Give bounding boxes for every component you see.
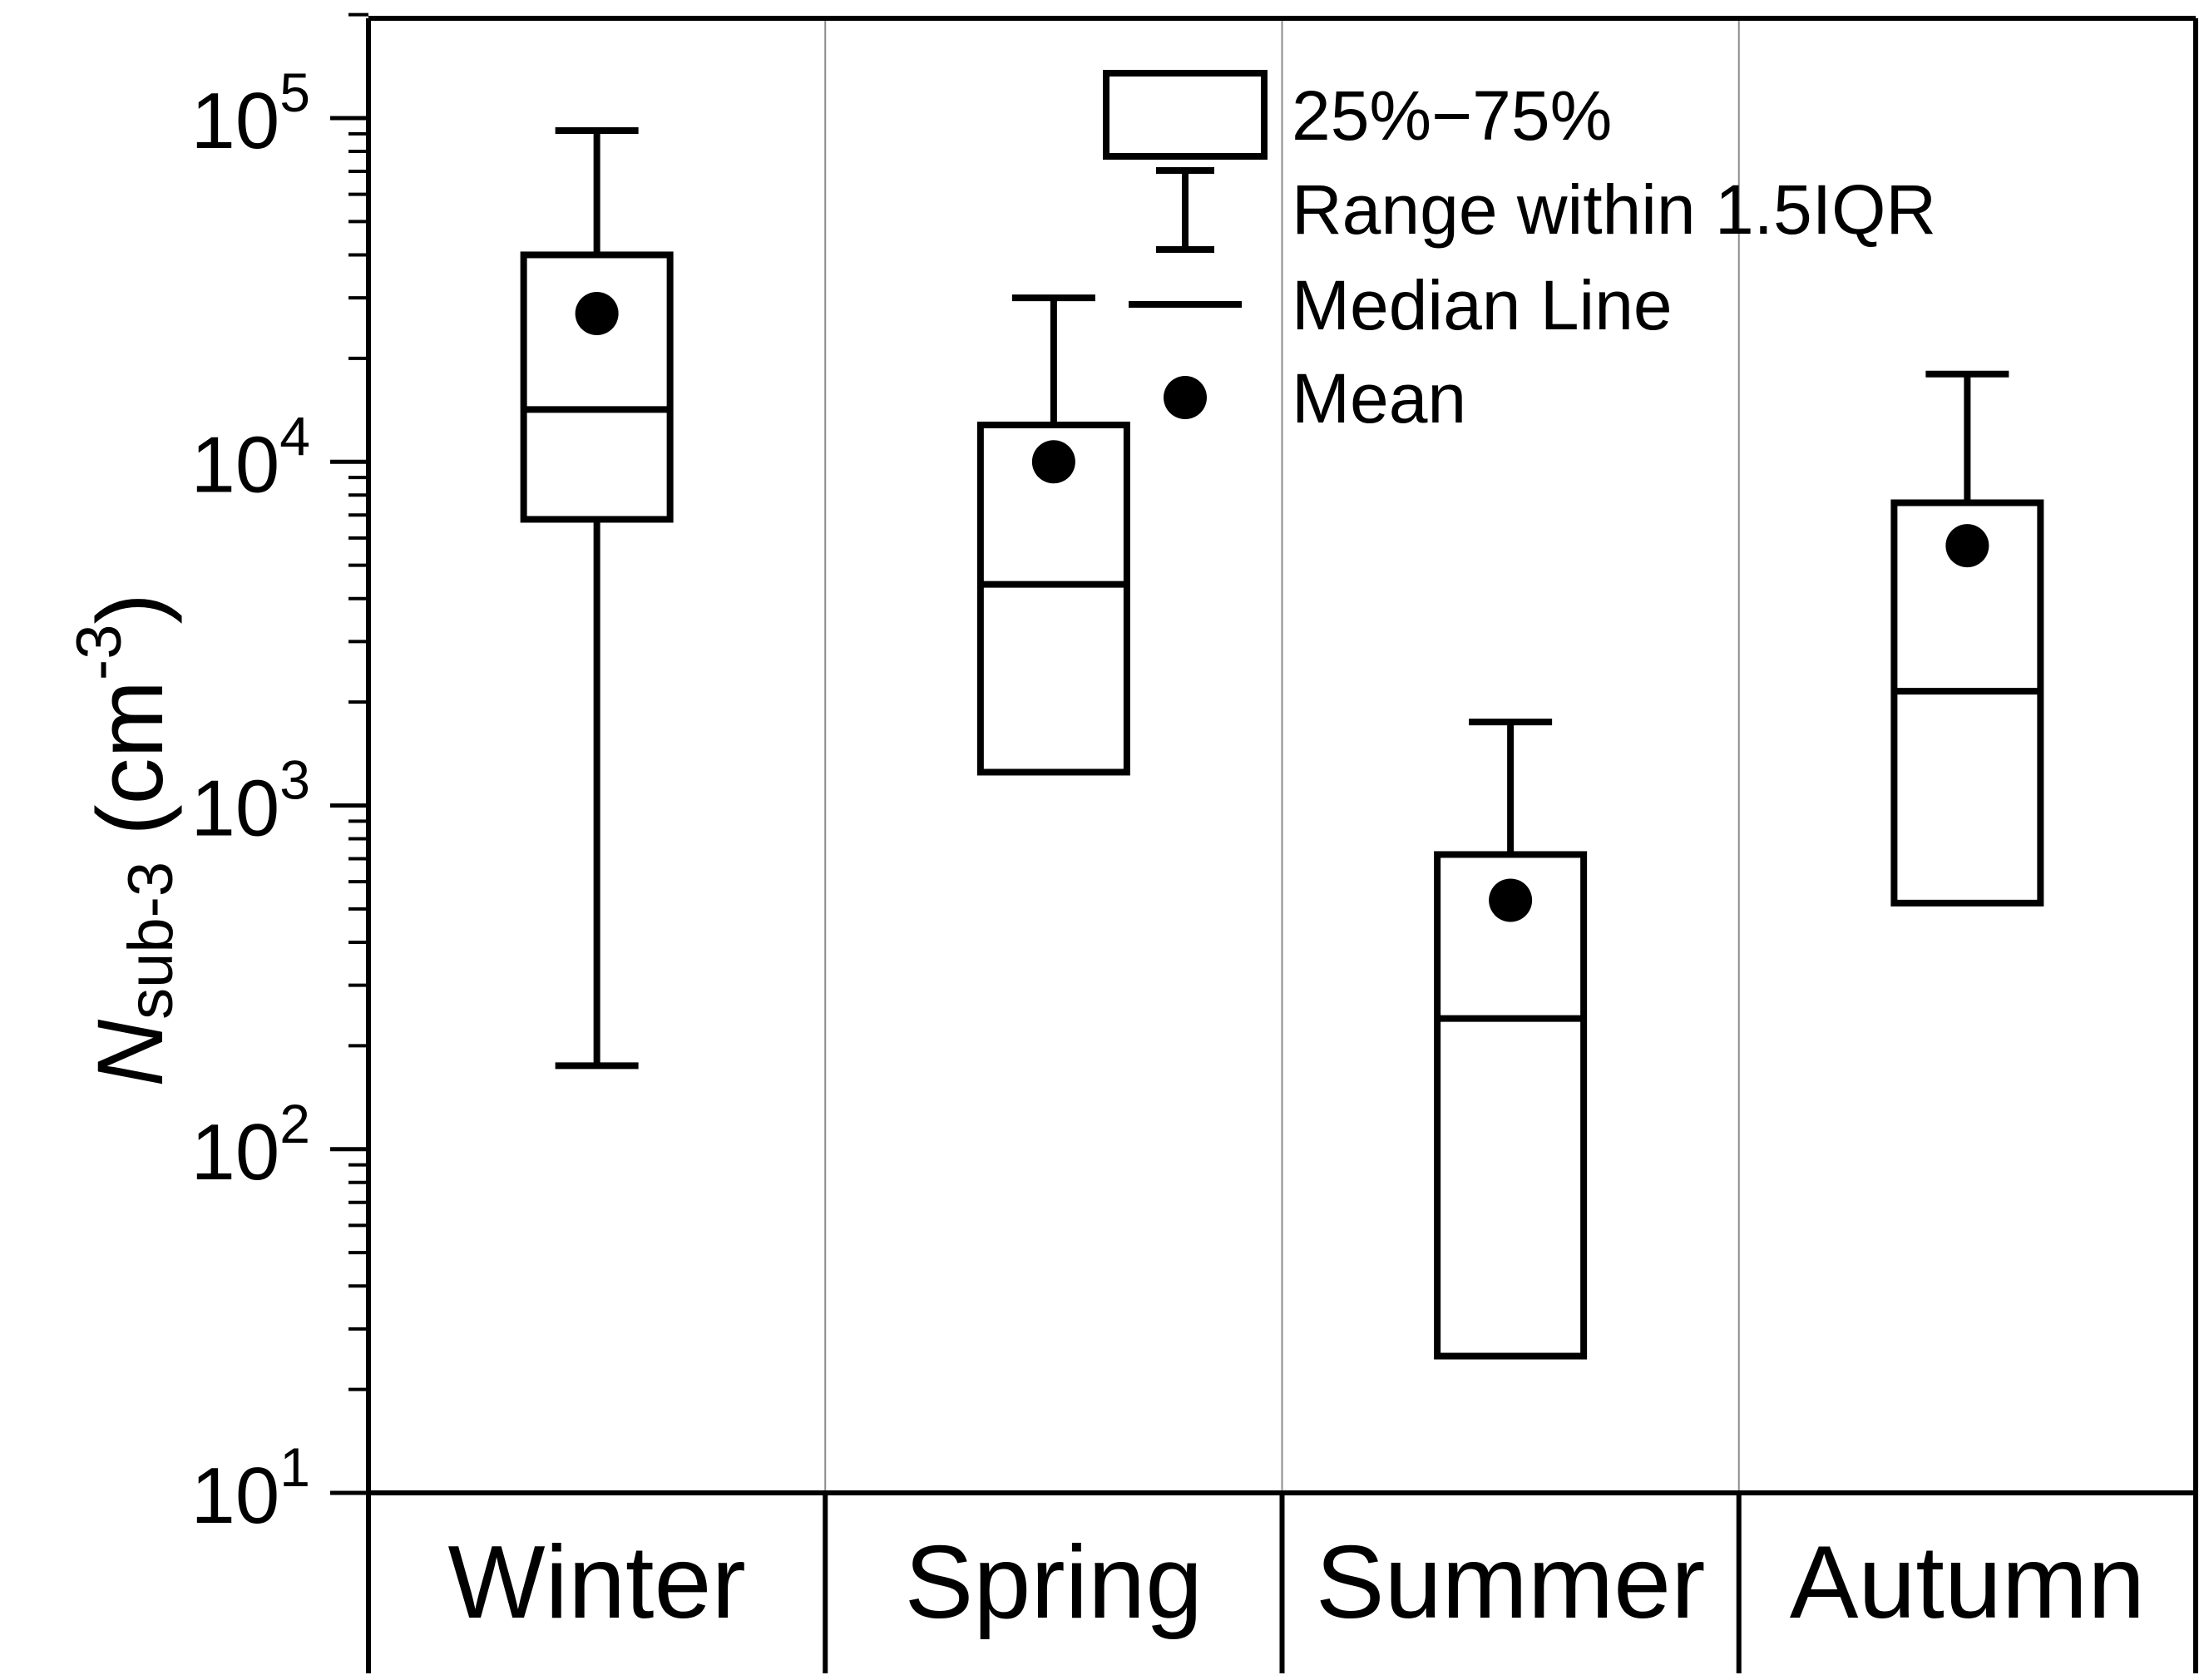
legend-label-whisker: Range within 1.5IQR: [1292, 170, 1936, 249]
y-tick-label: 102: [191, 1093, 311, 1197]
x-tick-label-summer: Summer: [1316, 1525, 1706, 1640]
box-series: [520, 126, 2044, 1360]
y-axis-label: Nsub-3 (cm-3): [64, 593, 186, 1087]
iqr-box: [1434, 851, 1588, 1360]
x-tick-label-winter: Winter: [447, 1525, 745, 1640]
y-axis-unit-exponent: -3: [64, 624, 135, 680]
mean-marker: [575, 291, 619, 335]
y-axis-symbol: N: [78, 1020, 182, 1087]
y-axis-ticks: 101 102 103 104 105: [191, 12, 368, 1540]
mean-marker: [1489, 878, 1533, 922]
box-autumn: [1890, 370, 2044, 907]
box-spring: [976, 294, 1130, 776]
iqr-box: [976, 421, 1130, 776]
y-tick-label: 105: [191, 62, 311, 166]
legend-label-median: Median Line: [1292, 266, 1673, 344]
y-axis-unit-open: (cm: [78, 680, 182, 862]
legend-label-mean: Mean: [1292, 359, 1466, 437]
mean-marker: [1031, 440, 1075, 484]
legend-label-box: 25%−75%: [1292, 77, 1612, 155]
x-axis-tick-labels: Winter Spring Summer Autumn: [447, 1525, 2145, 1640]
category-dividers: [824, 18, 1740, 1493]
axes: [366, 16, 2198, 1673]
y-tick-label: 103: [191, 749, 311, 853]
iqr-box: [520, 251, 674, 523]
y-tick-label: 101: [191, 1436, 311, 1540]
y-axis-unit-close: ): [78, 593, 182, 624]
y-axis-subscript: sub-3: [116, 862, 186, 1020]
legend-mean-symbol: [1164, 376, 1207, 419]
legend: 25%−75% Range within 1.5IQR Median Line Mea…: [1103, 70, 1936, 437]
mean-marker: [1945, 524, 1989, 568]
legend-box-symbol: [1103, 70, 1268, 160]
x-tick-label-spring: Spring: [905, 1525, 1203, 1640]
box-winter: [520, 126, 674, 1070]
y-tick-label: 104: [191, 405, 311, 509]
iqr-box: [1890, 499, 2044, 907]
box-summer: [1434, 719, 1588, 1360]
x-tick-label-autumn: Autumn: [1790, 1525, 2145, 1640]
